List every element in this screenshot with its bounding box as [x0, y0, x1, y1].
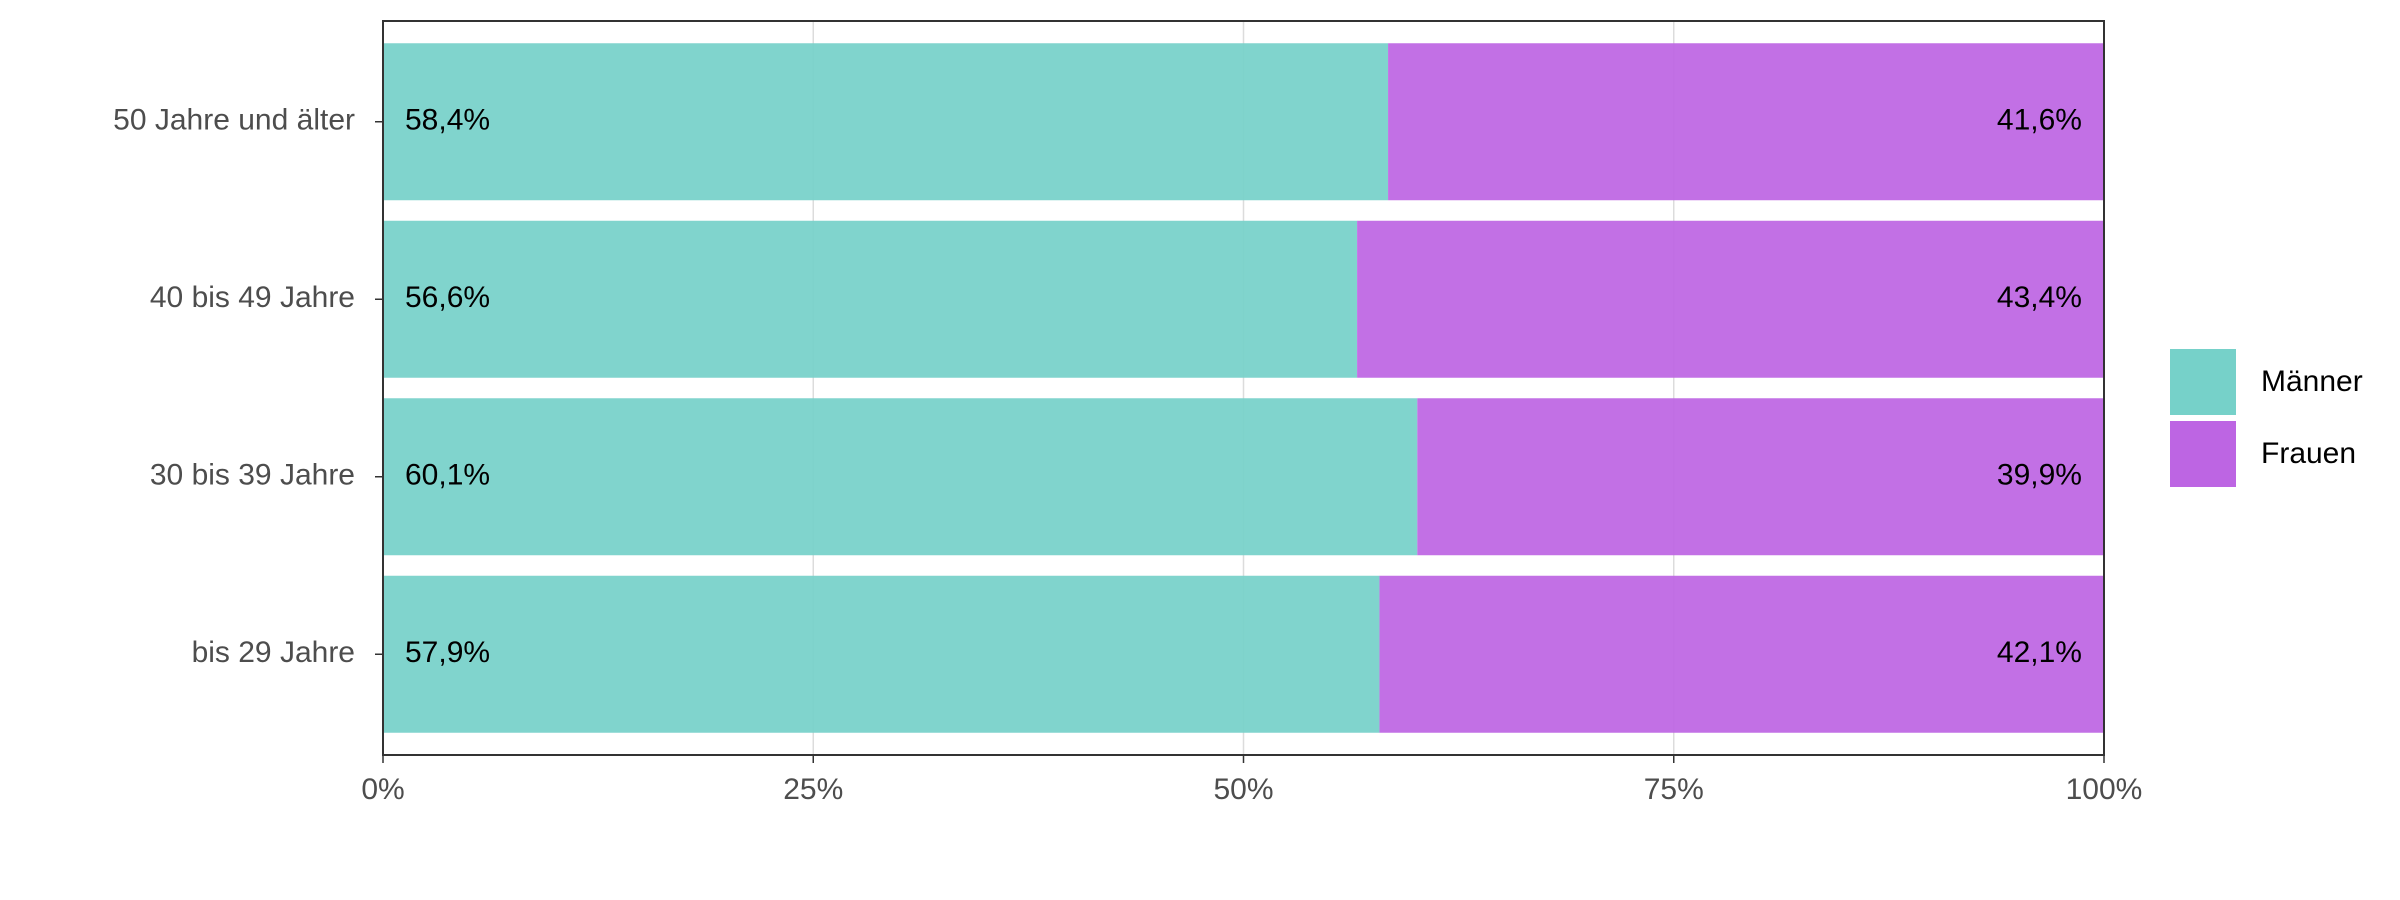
value-label: 58,4% [405, 104, 490, 137]
bar-segment [383, 220, 1358, 378]
bar-segment [1417, 398, 2104, 556]
bar-segment [383, 43, 1389, 201]
value-label: 41,6% [1997, 104, 2082, 137]
panel-border [382, 20, 2105, 756]
x-tick-label: 75% [1644, 773, 1704, 806]
x-tick-label: 25% [783, 773, 843, 806]
bar-segment [1379, 575, 2104, 733]
value-label: 57,9% [405, 636, 490, 669]
legend-label: Frauen [2261, 437, 2356, 470]
value-label: 39,9% [1997, 459, 2082, 492]
bar-segment [1357, 220, 2104, 378]
bar-segment [383, 575, 1380, 733]
legend-key [2170, 421, 2236, 487]
y-tick-label: bis 29 Jahre [192, 636, 355, 669]
x-tick-label: 0% [361, 773, 404, 806]
legend-label: Männer [2261, 365, 2363, 398]
value-label: 43,4% [1997, 281, 2082, 314]
y-tick-label: 30 bis 39 Jahre [150, 459, 355, 492]
value-label: 56,6% [405, 281, 490, 314]
legend-key [2170, 349, 2236, 415]
x-tick-label: 100% [2066, 773, 2143, 806]
bar-segment [1388, 43, 2104, 201]
value-label: 42,1% [1997, 636, 2082, 669]
y-tick-label: 50 Jahre und älter [113, 104, 355, 137]
y-tick-label: 40 bis 49 Jahre [150, 281, 355, 314]
value-label: 60,1% [405, 459, 490, 492]
x-tick-label: 50% [1213, 773, 1273, 806]
bar-segment [383, 398, 1418, 556]
